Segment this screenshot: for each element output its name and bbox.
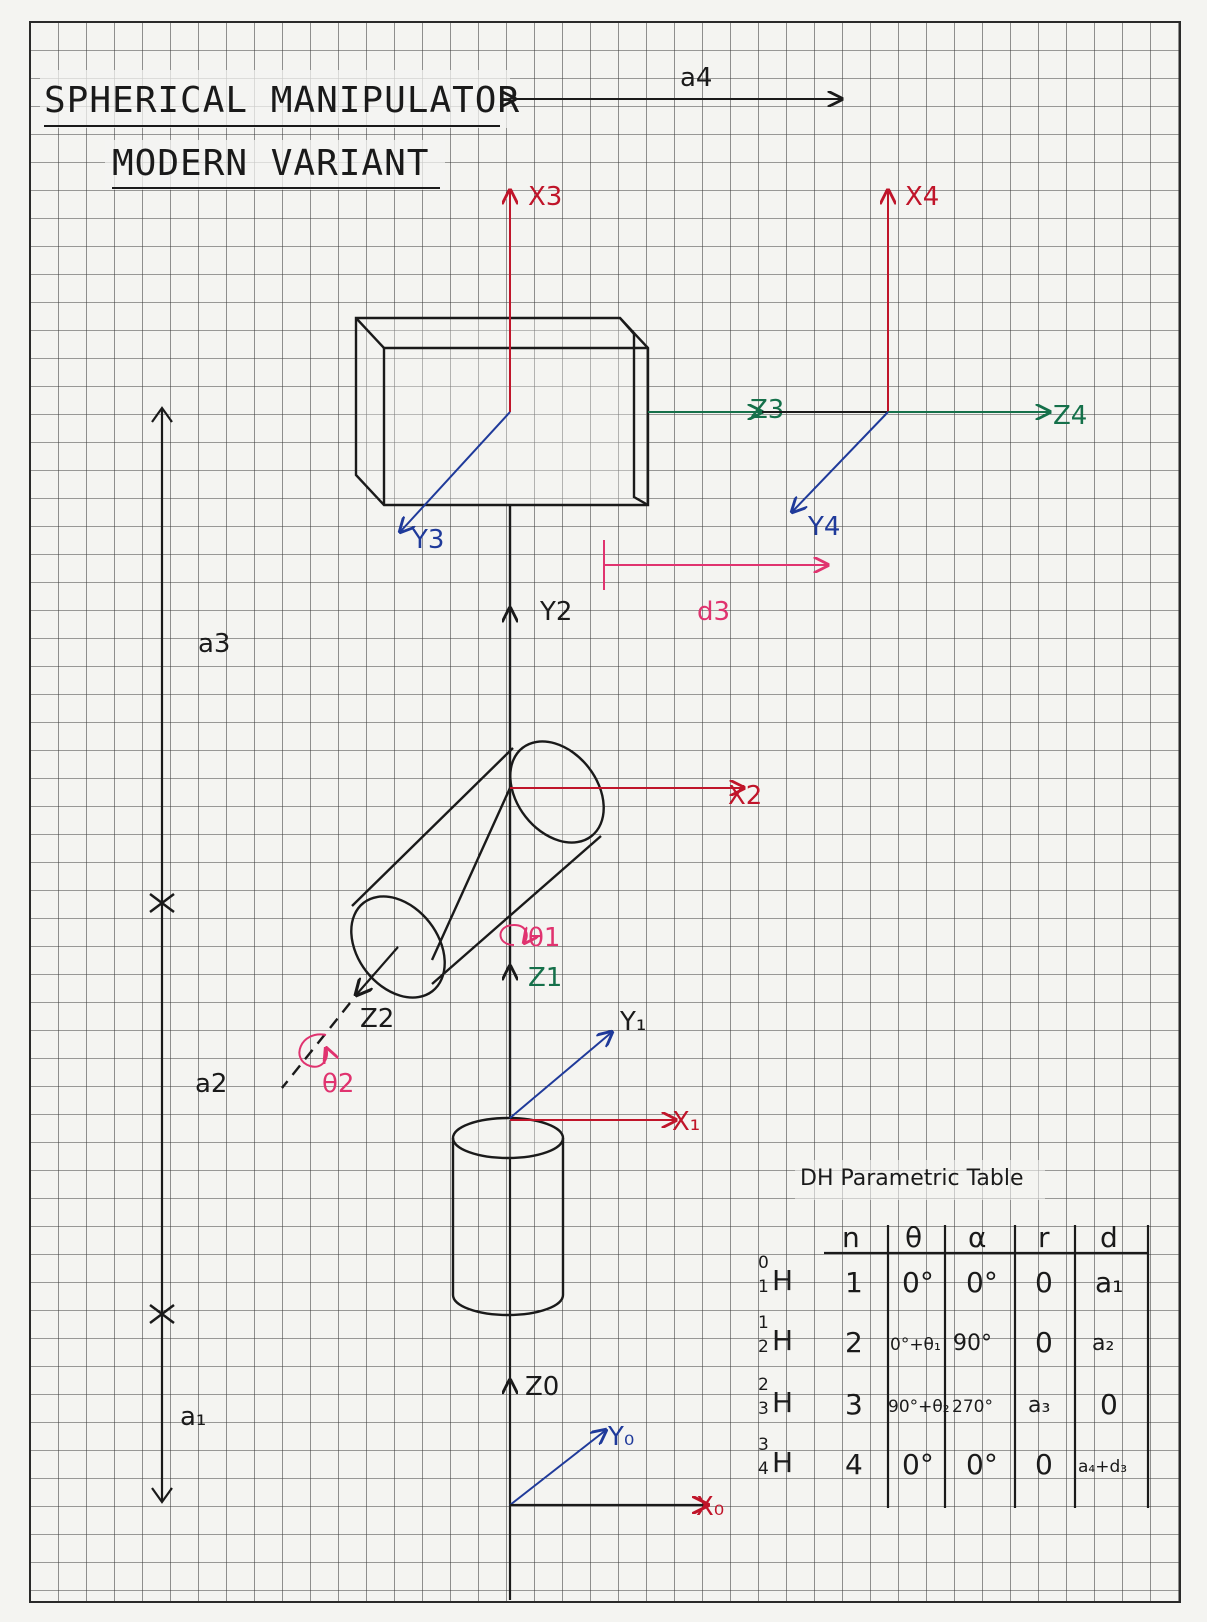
joint-2-rotation-icon	[298, 1033, 327, 1068]
dh-header-theta: θ	[905, 1221, 922, 1254]
axis-z0-label: Z0	[525, 1372, 559, 1402]
dh-cell-theta: 0°+θ₁	[890, 1335, 941, 1355]
dh-transform-h: H	[772, 1324, 793, 1357]
dh-transform-subscript: 2	[758, 1337, 769, 1357]
axis-z4-label: Z4	[1053, 401, 1087, 431]
dh-cell-r: 0	[1035, 1448, 1053, 1481]
dh-cell-r: a₃	[1028, 1393, 1050, 1418]
axis-x4-label: X4	[905, 182, 939, 212]
dh-cell-r: 0	[1035, 1326, 1053, 1359]
dh-transform-subscript: 1	[758, 1277, 769, 1297]
dh-transform-subscript: 3	[758, 1399, 769, 1419]
dh-cell-d: 0	[1100, 1388, 1118, 1421]
axis-y2-label: Y2	[539, 597, 572, 627]
dh-cell-theta: 90°+θ₂	[888, 1397, 950, 1417]
dh-cell-d: a₂	[1092, 1331, 1114, 1356]
dh-header-r: r	[1038, 1221, 1050, 1254]
dh-table-row: 3 4 H 4 0° 0° 0 a₄+d₃	[758, 1435, 1127, 1481]
dh-table-title: DH Parametric Table	[800, 1166, 1024, 1191]
axis-z2	[356, 946, 399, 995]
dh-cell-theta: 0°	[902, 1448, 934, 1481]
joint-1-rotation-icon	[499, 923, 527, 945]
dimension-d3-label: d3	[697, 597, 730, 627]
dh-cell-alpha: 0°	[966, 1448, 998, 1481]
grid-paper	[30, 22, 1180, 1602]
axis-x0-label: X₀	[696, 1492, 724, 1522]
dh-transform-superscript: 2	[758, 1375, 769, 1395]
dh-transform-superscript: 1	[758, 1313, 769, 1333]
dimension-a2-label: a2	[195, 1069, 227, 1099]
dh-cell-alpha: 90°	[953, 1331, 992, 1356]
dh-table: DH Parametric Table n θ α r d 0 1 H 1 0°…	[758, 1160, 1150, 1508]
dh-table-row: 1 2 H 2 0°+θ₁ 90° 0 a₂	[758, 1313, 1114, 1359]
joint-2-angle-label: θ2	[322, 1069, 354, 1099]
link-3-prism	[354, 316, 650, 507]
dh-cell-n: 4	[845, 1448, 863, 1481]
dh-transform-h: H	[772, 1264, 793, 1297]
joint-2-cylinder	[350, 740, 605, 999]
dh-table-row: 0 1 H 1 0° 0° 0 a₁	[758, 1253, 1123, 1299]
axis-x2-label: X2	[728, 781, 762, 811]
dh-cell-r: 0	[1035, 1266, 1053, 1299]
title-line-1: SPHERICAL MANIPULATOR	[44, 80, 520, 121]
dh-table-header-row: n θ α r d	[842, 1221, 1118, 1254]
joint-1-angle-label: θ1	[528, 923, 560, 953]
dh-cell-d: a₄+d₃	[1078, 1457, 1127, 1477]
axis-y1-label: Y₁	[619, 1007, 646, 1037]
axis-y4-label: Y4	[807, 512, 840, 542]
axis-y3-label: Y3	[411, 525, 444, 555]
axis-z1-label: Z1	[528, 963, 562, 993]
axis-y1	[509, 1032, 612, 1119]
axis-y0	[509, 1430, 606, 1506]
dh-header-d: d	[1100, 1221, 1118, 1254]
axis-z2-label: Z2	[360, 1004, 394, 1034]
dh-transform-h: H	[772, 1386, 793, 1419]
dh-transform-superscript: 3	[758, 1435, 769, 1455]
dh-cell-alpha: 270°	[952, 1397, 993, 1417]
dh-header-alpha: α	[968, 1221, 986, 1254]
axis-x3-label: X3	[528, 182, 562, 212]
dh-transform-h: H	[772, 1446, 793, 1479]
base-cylinder	[451, 1116, 565, 1317]
dimension-tick-a1-a2	[149, 1304, 175, 1324]
axis-y3	[400, 411, 511, 532]
dh-header-n: n	[842, 1221, 860, 1254]
axis-z2-dashed	[281, 1002, 351, 1089]
dh-cell-theta: 0°	[902, 1266, 934, 1299]
dimension-tick-a2-a3	[149, 893, 175, 913]
dh-cell-alpha: 0°	[966, 1266, 998, 1299]
sheet-border	[29, 21, 1181, 1603]
dimension-a1-label: a₁	[180, 1402, 206, 1432]
dh-cell-d: a₁	[1095, 1266, 1123, 1299]
dimension-a3-label: a3	[198, 629, 230, 659]
dimension-a4-label: a4	[680, 63, 712, 93]
dh-table-row: 2 3 H 3 90°+θ₂ 270° a₃ 0	[758, 1375, 1118, 1421]
dh-transform-subscript: 4	[758, 1459, 769, 1479]
dh-cell-n: 2	[845, 1326, 863, 1359]
axis-y4	[792, 411, 889, 512]
dh-cell-n: 3	[845, 1388, 863, 1421]
axis-z3-label: Z3	[750, 395, 784, 425]
title-line-2: MODERN VARIANT	[112, 143, 429, 184]
dh-transform-superscript: 0	[758, 1253, 769, 1273]
axis-y0-label: Y₀	[607, 1422, 634, 1452]
axis-x1-label: X₁	[672, 1107, 700, 1137]
dh-cell-n: 1	[845, 1266, 863, 1299]
